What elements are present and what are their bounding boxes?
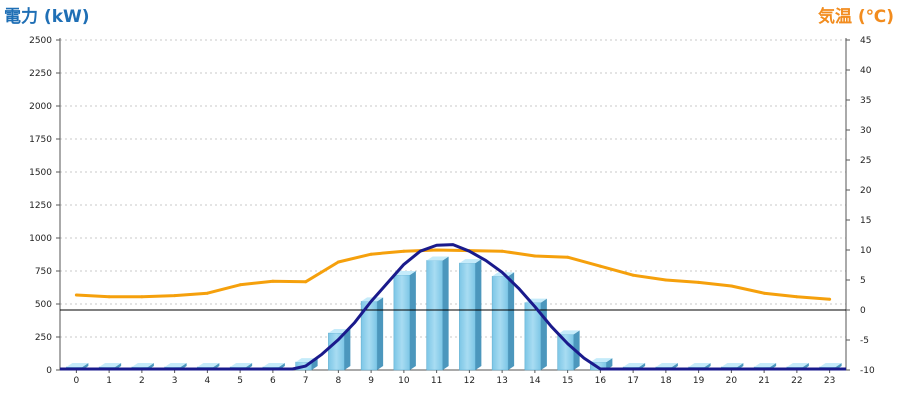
left-tick-label-4: 1000: [29, 234, 52, 244]
temperature-point-6: [271, 279, 275, 283]
temperature-point-5: [238, 283, 242, 287]
x-tick-label-0: 0: [74, 376, 80, 386]
x-tick-label-17: 17: [627, 376, 638, 386]
left-tick-label-2: 500: [35, 300, 52, 310]
temperature-point-1: [107, 295, 111, 299]
right-tick-label-9: 35: [860, 96, 871, 106]
right-tick-label-6: 20: [860, 186, 872, 196]
x-tick-label-20: 20: [726, 376, 738, 386]
x-tick-label-21: 21: [758, 376, 769, 386]
bar-15: [557, 330, 580, 371]
temperature-point-2: [140, 295, 144, 299]
right-tick-label-10: 40: [860, 66, 872, 76]
temperature-point-21: [762, 291, 766, 295]
temperature-point-7: [304, 280, 308, 284]
left-tick-label-0: 0: [46, 366, 52, 376]
right-tick-label-2: 0: [860, 306, 866, 316]
temperature-point-14: [533, 254, 537, 258]
bar-13: [491, 272, 515, 371]
x-tick-label-19: 19: [693, 376, 705, 386]
bar-10: [393, 270, 416, 371]
temperature-point-4: [205, 291, 209, 295]
right-axis-title: 気温 (℃): [817, 7, 894, 27]
left-tick-label-1: 250: [35, 333, 52, 343]
right-tick-label-8: 30: [860, 126, 872, 136]
x-tick-label-8: 8: [336, 376, 342, 386]
right-tick-label-0: -10: [860, 366, 875, 376]
x-tick-label-9: 9: [368, 376, 374, 386]
temperature-point-0: [74, 293, 78, 297]
temperature-point-17: [631, 273, 635, 277]
right-tick-label-3: 5: [860, 276, 866, 286]
temperature-point-8: [336, 260, 340, 264]
temperature-point-13: [500, 249, 504, 253]
temperature-point-10: [402, 249, 406, 253]
temperature-point-3: [173, 294, 177, 298]
right-tick-label-11: 45: [860, 36, 871, 46]
right-tick-label-5: 15: [860, 216, 871, 226]
x-tick-label-14: 14: [529, 376, 541, 386]
left-tick-label-5: 1250: [29, 201, 52, 211]
temperature-point-23: [828, 297, 832, 301]
x-tick-label-3: 3: [172, 376, 178, 386]
x-tick-label-13: 13: [496, 376, 507, 386]
temperature-point-16: [598, 264, 602, 268]
x-tick-label-15: 15: [562, 376, 573, 386]
left-tick-label-9: 2250: [29, 69, 52, 79]
temperature-point-11: [435, 248, 439, 252]
x-tick-label-7: 7: [303, 376, 309, 386]
right-tick-label-4: 10: [860, 246, 872, 256]
bar-9: [360, 297, 384, 371]
power-curve-line: [60, 243, 846, 371]
x-tick-label-11: 11: [431, 376, 442, 386]
x-tick-label-16: 16: [595, 376, 607, 386]
temperature-point-18: [664, 278, 668, 282]
bar-8: [328, 329, 351, 371]
bar-12: [459, 259, 482, 371]
x-tick-label-5: 5: [237, 376, 243, 386]
x-tick-label-1: 1: [106, 376, 112, 386]
temperature-point-19: [697, 280, 701, 284]
left-tick-label-10: 2500: [29, 36, 52, 46]
x-tick-label-10: 10: [398, 376, 410, 386]
temperature-point-22: [795, 295, 799, 299]
left-tick-label-8: 2000: [29, 102, 52, 112]
right-tick-label-7: 25: [860, 156, 871, 166]
left-tick-label-7: 1750: [29, 135, 52, 145]
left-tick-label-6: 1500: [29, 168, 52, 178]
x-tick-label-18: 18: [660, 376, 672, 386]
temperature-line: [76, 248, 830, 301]
x-tick-label-6: 6: [270, 376, 276, 386]
temperature-point-9: [369, 252, 373, 256]
temperature-point-20: [729, 284, 733, 288]
left-axis-title: 電力 (kW): [4, 7, 90, 27]
x-tick-label-4: 4: [205, 376, 211, 386]
x-tick-label-23: 23: [824, 376, 835, 386]
temperature-point-15: [566, 255, 570, 259]
right-tick-label-1: -5: [860, 336, 869, 346]
x-tick-label-12: 12: [464, 376, 475, 386]
x-tick-label-22: 22: [791, 376, 802, 386]
bar-11: [426, 256, 449, 371]
left-tick-label-3: 750: [35, 267, 52, 277]
x-tick-label-2: 2: [139, 376, 145, 386]
